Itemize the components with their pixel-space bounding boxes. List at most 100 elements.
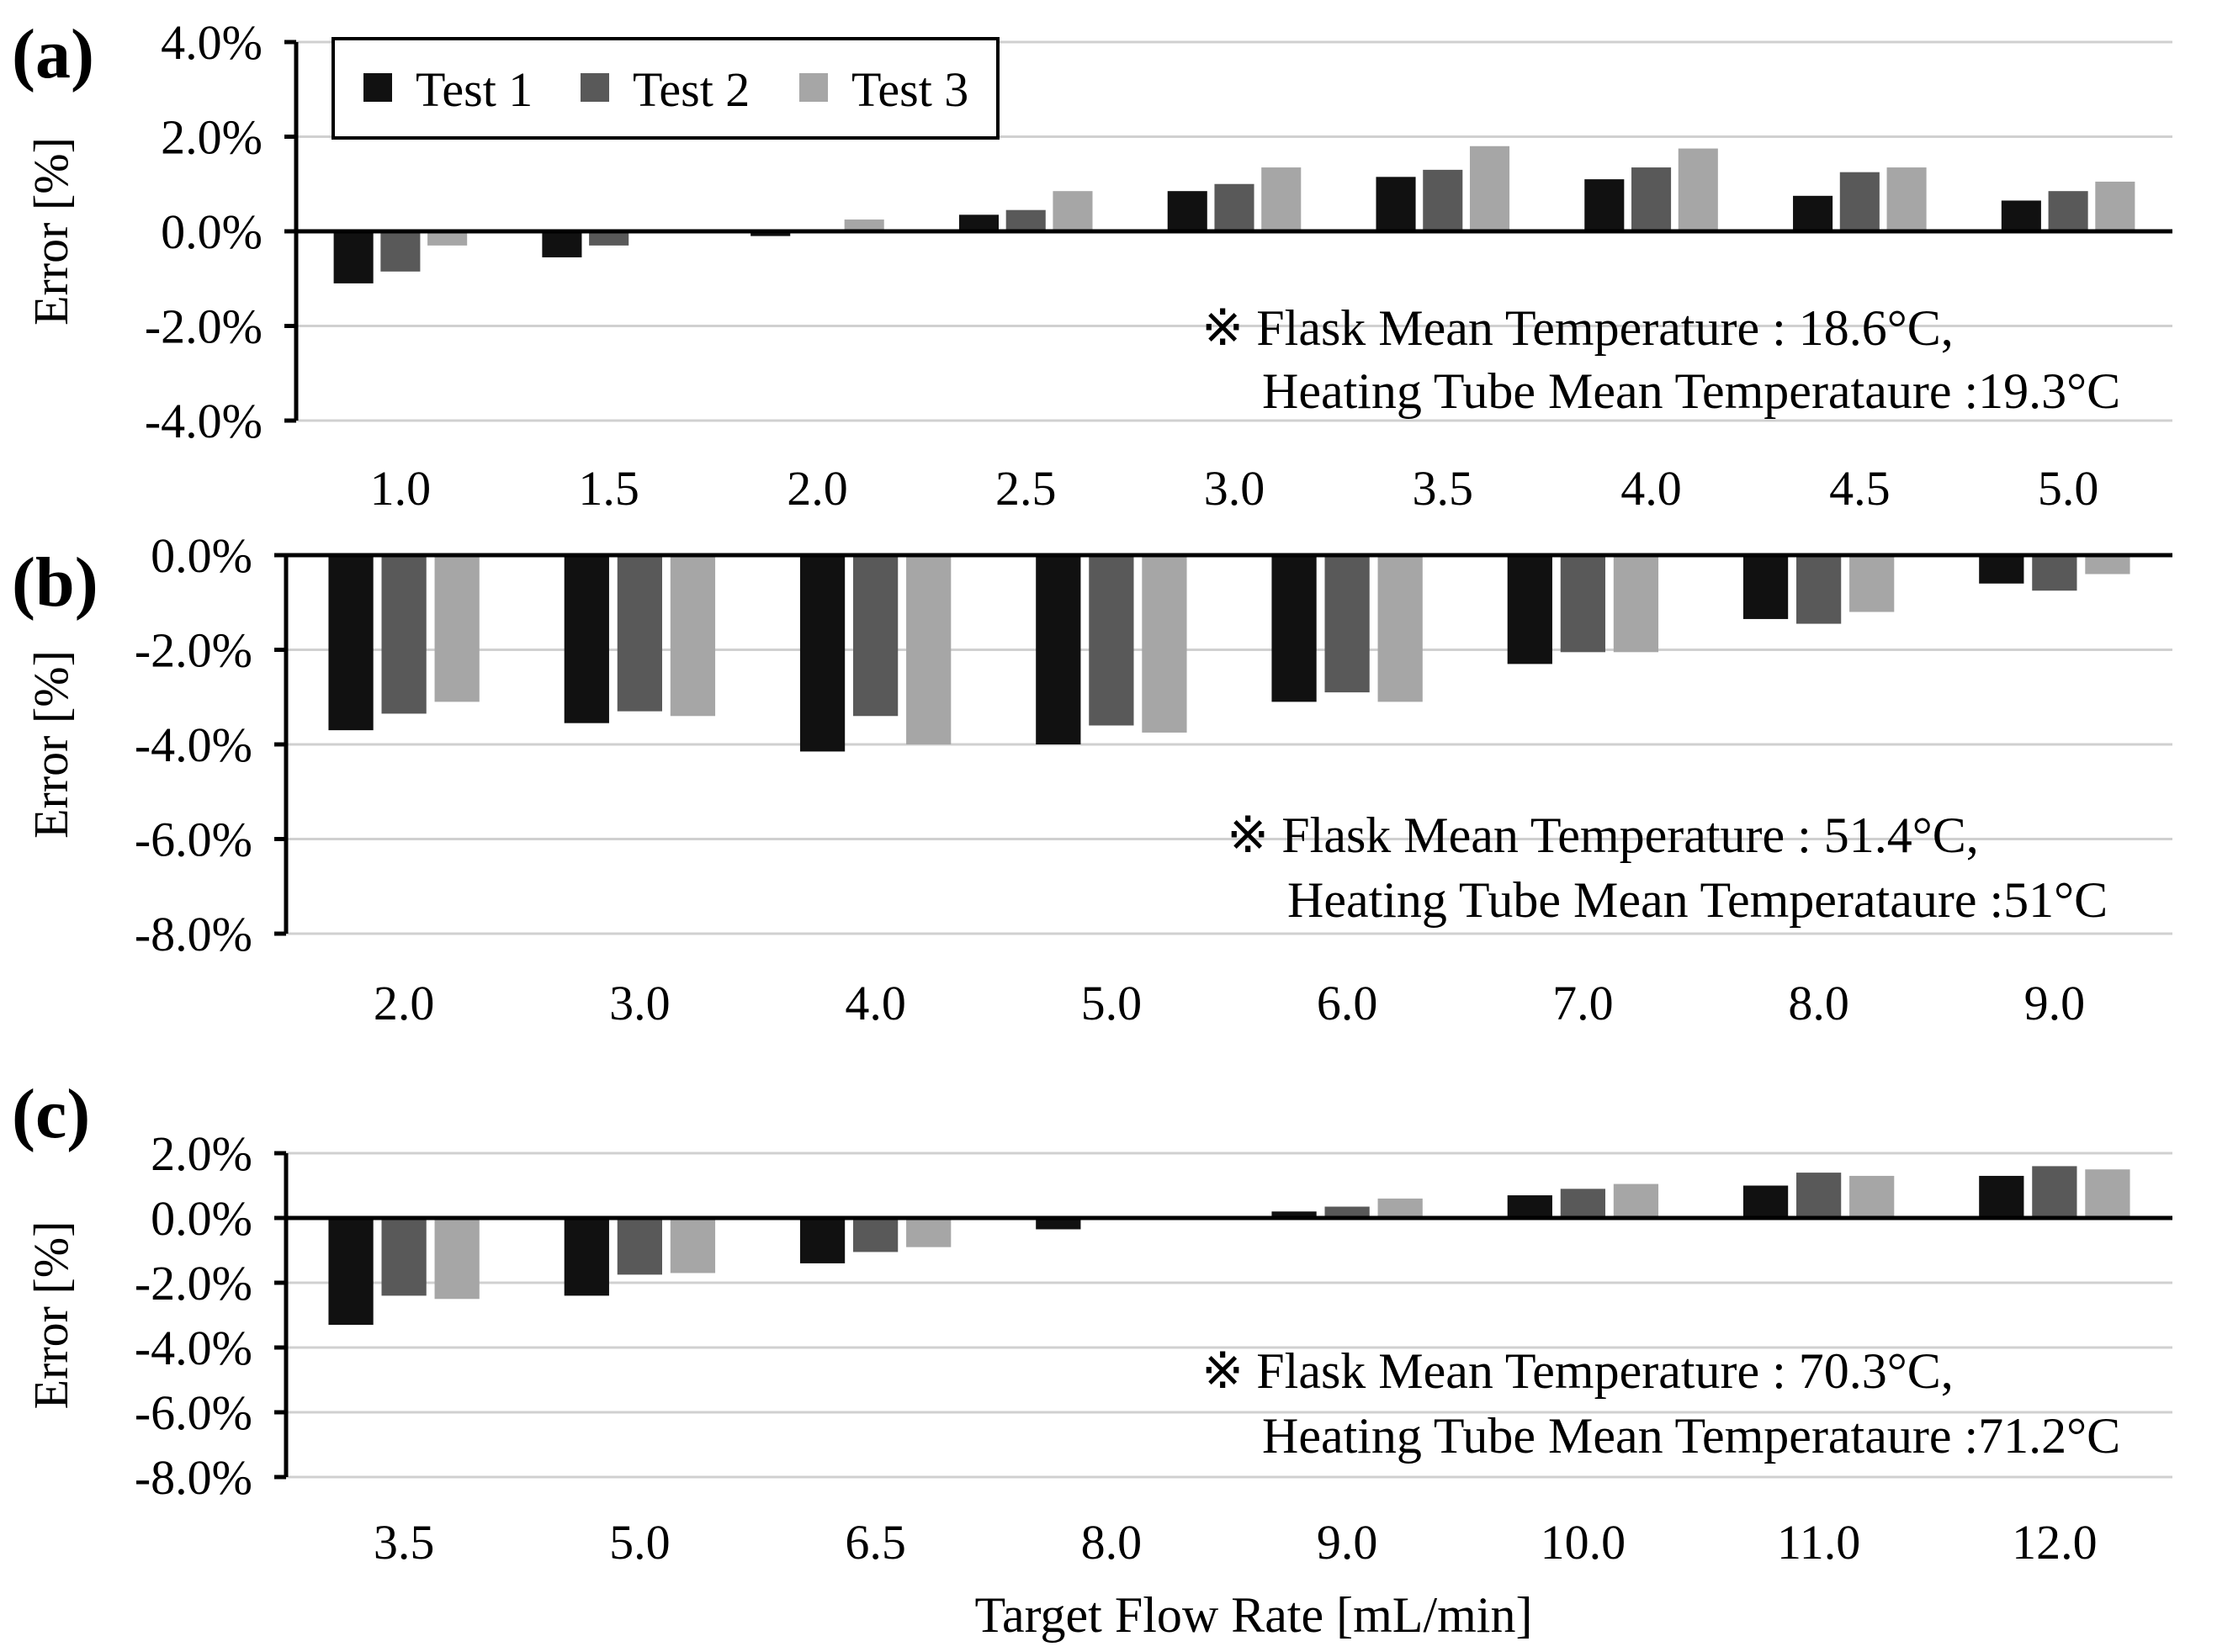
y-axis-title: Error [%] [24, 137, 78, 326]
annotation-line-2: Heating Tube Mean Temperataure :71.2°C [1262, 1408, 2120, 1464]
x-tick-label: 12.0 [2012, 1515, 2098, 1570]
bar-a-test3-2.5 [1053, 191, 1093, 231]
bar-c-test3-10.0 [1613, 1183, 1659, 1218]
bar-b-test1-7.0 [1507, 555, 1552, 665]
bar-a-test1-2.0 [750, 231, 791, 236]
x-tick-label: 2.0 [374, 976, 435, 1030]
legend-frame [331, 37, 1000, 140]
bar-c-test2-10.0 [1560, 1189, 1605, 1218]
y-tick-label: 2.0% [161, 110, 263, 165]
y-tick-label: 2.0% [151, 1126, 252, 1181]
annotation-line-1: ※ Flask Mean Temperature : 51.4°C, [1227, 807, 1979, 863]
x-tick-label: 1.0 [370, 461, 432, 516]
y-axis-title: Error [%] [24, 1221, 78, 1410]
legend-label-test-3: Test 3 [851, 62, 968, 117]
legend-label-test-2: Test 2 [633, 62, 750, 117]
bar-c-test2-12.0 [2032, 1166, 2077, 1218]
y-tick-label: 0.0% [151, 528, 252, 583]
bar-c-test3-3.5 [434, 1218, 480, 1300]
bar-c-test1-11.0 [1742, 1185, 1789, 1218]
x-tick-label: 8.0 [1788, 976, 1849, 1030]
y-tick-label: -4.0% [145, 394, 263, 448]
x-tick-label: 5.0 [1081, 976, 1143, 1030]
bar-b-test3-3.0 [670, 555, 716, 717]
y-axis-title: Error [%] [24, 650, 78, 839]
bar-b-test1-9.0 [1979, 555, 2024, 584]
bar-c-test2-9.0 [1324, 1206, 1370, 1218]
bar-b-test3-5.0 [1142, 555, 1187, 733]
bar-c-test3-11.0 [1849, 1175, 1895, 1218]
panel-label: (c) [12, 1075, 90, 1153]
bar-c-test3-12.0 [2085, 1169, 2130, 1218]
bar-c-test3-6.5 [906, 1218, 952, 1247]
bar-a-test3-5.0 [2095, 181, 2135, 231]
legend-label-test-1: Test 1 [416, 62, 533, 117]
x-tick-label: 5.0 [609, 1515, 671, 1570]
bar-a-test1-4.5 [1793, 195, 1833, 231]
x-tick-label: 4.0 [845, 976, 906, 1030]
y-tick-label: 0.0% [151, 1191, 252, 1246]
x-tick-label: 4.5 [1829, 461, 1891, 516]
bar-b-test3-6.0 [1377, 555, 1423, 702]
panel-c: 2.0% 0.0% -2.0% -4.0% -6.0% -8.0% 3.5 5.0 6.5 8.0… [12, 1075, 2172, 1570]
bar-b-test1-4.0 [799, 555, 846, 752]
x-tick-label: 8.0 [1081, 1515, 1143, 1570]
bar-c-test2-11.0 [1796, 1173, 1842, 1218]
bar-b-test2-8.0 [1796, 555, 1842, 624]
x-tick-label: 6.0 [1317, 976, 1378, 1030]
x-tick-label: 2.5 [995, 461, 1057, 516]
bar-a-test2-3.0 [1214, 183, 1254, 231]
y-tick-label: -8.0% [135, 907, 252, 961]
y-tick-label: -4.0% [135, 1321, 252, 1375]
annotation-line-2: Heating Tube Mean Temperataure :51°C [1287, 872, 2108, 928]
bar-c-test1-12.0 [1979, 1175, 2024, 1218]
panel-label: (b) [12, 543, 98, 622]
panel-label: (a) [12, 15, 94, 93]
bar-b-test2-6.0 [1324, 555, 1370, 693]
x-tick-label: 9.0 [2024, 976, 2086, 1030]
bar-c-test1-6.5 [799, 1218, 846, 1263]
x-tick-label: 2.0 [787, 461, 848, 516]
bar-c-test1-10.0 [1507, 1195, 1552, 1218]
legend-swatch-test-3 [799, 73, 828, 102]
bar-c-test1-3.5 [328, 1218, 374, 1326]
bar-c-test2-3.5 [381, 1218, 427, 1296]
bar-a-test1-1.5 [542, 231, 582, 257]
y-tick-label: -2.0% [145, 299, 263, 354]
bar-b-test2-9.0 [2032, 555, 2077, 591]
y-tick-label: -4.0% [135, 717, 252, 772]
bar-b-test1-6.0 [1271, 555, 1317, 702]
x-tick-label: 1.5 [578, 461, 639, 516]
bar-a-test3-4.0 [1678, 148, 1718, 231]
x-tick-label: 6.5 [845, 1515, 906, 1570]
bar-b-test3-2.0 [434, 555, 480, 702]
y-tick-label: -2.0% [135, 1256, 252, 1310]
bar-a-test3-3.0 [1261, 167, 1302, 231]
x-tick-label: 9.0 [1317, 1515, 1378, 1570]
bar-a-test2-2.5 [1005, 209, 1046, 231]
y-tick-label: 4.0% [161, 15, 263, 70]
bar-b-test1-3.0 [564, 555, 609, 723]
bar-b-test1-5.0 [1036, 555, 1081, 744]
bar-c-test1-9.0 [1271, 1211, 1317, 1218]
bar-b-test3-8.0 [1849, 555, 1895, 612]
bar-a-test1-1.0 [333, 231, 374, 283]
bar-b-test2-2.0 [381, 555, 427, 714]
x-tick-label: 5.0 [2038, 461, 2099, 516]
bar-c-test3-5.0 [670, 1218, 716, 1273]
bar-a-test1-3.0 [1167, 191, 1207, 231]
annotation-line-1: ※ Flask Mean Temperature : 70.3°C, [1201, 1343, 1954, 1399]
x-tick-label: 3.5 [374, 1515, 435, 1570]
bar-c-test3-9.0 [1377, 1198, 1423, 1218]
bar-b-test2-5.0 [1089, 555, 1134, 726]
bar-a-test2-4.5 [1839, 172, 1880, 231]
bar-a-test2-1.5 [589, 231, 629, 246]
panel-b: 0.0% -2.0% -4.0% -6.0% -8.0% 2.0 3.0 4.0 5.0 6.0 7… [12, 528, 2172, 1030]
bar-a-test1-2.5 [958, 214, 1000, 231]
bar-a-test2-4.0 [1631, 167, 1672, 231]
x-tick-label: 4.0 [1620, 461, 1682, 516]
bar-a-test2-1.0 [380, 231, 421, 272]
bar-b-test3-7.0 [1613, 555, 1659, 653]
legend-swatch-test-2 [581, 73, 609, 102]
